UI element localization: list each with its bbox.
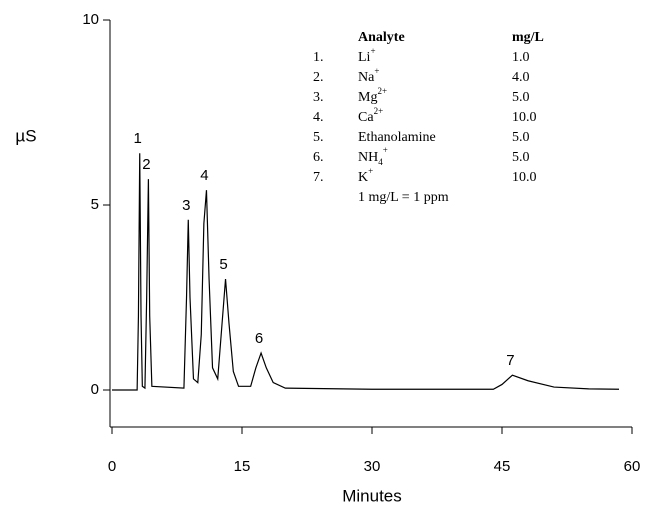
analyte-superscript: 2+ xyxy=(374,106,384,116)
analyte-name-text: Li xyxy=(358,50,371,65)
row-number: 1. xyxy=(313,50,324,65)
peak-label: 6 xyxy=(255,330,263,347)
peak-label: 2 xyxy=(142,156,150,173)
concentration: 1.0 xyxy=(512,50,530,65)
analyte-subscript: 4 xyxy=(378,157,383,167)
row-number: 7. xyxy=(313,170,324,185)
analyte-name: Ca2+ xyxy=(358,106,383,125)
analyte-superscript: 2+ xyxy=(377,86,387,96)
analyte-name: NH4+ xyxy=(358,145,388,167)
row-number: 4. xyxy=(313,110,324,125)
peak-label: 1 xyxy=(134,130,142,147)
concentration: 5.0 xyxy=(512,150,530,165)
analyte-name-text: Ethanolamine xyxy=(358,130,436,145)
row-number: 3. xyxy=(313,90,324,105)
analyte-name-text: NH xyxy=(358,150,378,165)
y-tick-label: 0 xyxy=(91,381,99,398)
analyte-name: Mg2+ xyxy=(358,86,387,105)
concentration: 4.0 xyxy=(512,70,530,85)
concentration: 5.0 xyxy=(512,90,530,105)
y-tick-label: 5 xyxy=(91,196,99,213)
x-tick-label: 30 xyxy=(364,458,381,475)
analyte-superscript: + xyxy=(374,66,379,76)
analyte-name-text: Ca xyxy=(358,110,374,125)
analyte-name-text: K xyxy=(358,170,368,185)
peak-label: 4 xyxy=(200,167,208,184)
peak-label: 3 xyxy=(182,197,190,214)
x-axis-label: Minutes xyxy=(342,486,402,505)
x-tick-label: 0 xyxy=(108,458,116,475)
row-number: 2. xyxy=(313,70,324,85)
row-number: 6. xyxy=(313,150,324,165)
analyte-superscript: + xyxy=(383,145,388,155)
peak-label: 7 xyxy=(506,352,514,369)
analyte-name: Na+ xyxy=(358,66,379,85)
concentration: 5.0 xyxy=(512,130,530,145)
analyte-name-text: Na xyxy=(358,70,375,85)
x-tick-label: 60 xyxy=(624,458,641,475)
concentration: 10.0 xyxy=(512,110,537,125)
analyte-name: Li+ xyxy=(358,46,376,65)
trace xyxy=(112,153,620,391)
table-note: 1 mg/L = 1 ppm xyxy=(358,190,449,205)
y-axis-label: µS xyxy=(15,126,36,145)
x-tick-label: 15 xyxy=(234,458,251,475)
analyte-name: Ethanolamine xyxy=(358,130,436,145)
analyte-superscript: + xyxy=(368,166,373,176)
x-tick-label: 45 xyxy=(494,458,511,475)
table-header: Analyte xyxy=(358,30,405,45)
concentration: 10.0 xyxy=(512,170,537,185)
y-tick-label: 10 xyxy=(82,11,99,28)
row-number: 5. xyxy=(313,130,324,145)
table-header: mg/L xyxy=(512,30,544,45)
analyte-name: K+ xyxy=(358,166,373,185)
peak-label: 5 xyxy=(219,256,227,273)
analyte-superscript: + xyxy=(370,46,375,56)
analyte-name-text: Mg xyxy=(358,90,377,105)
